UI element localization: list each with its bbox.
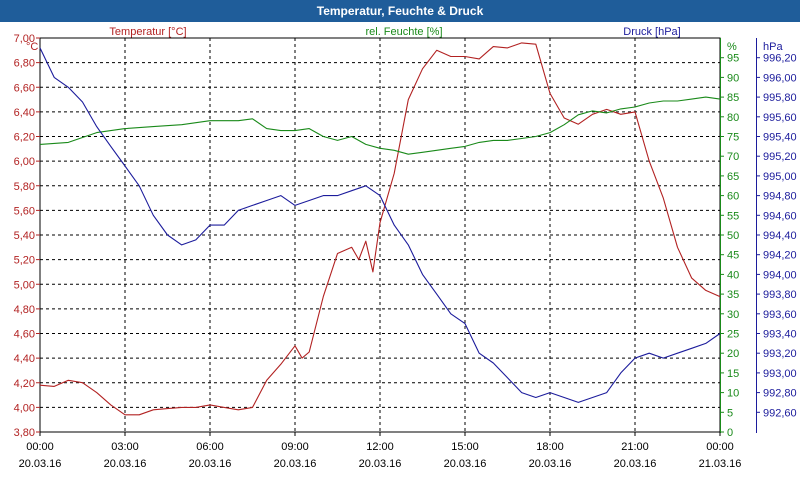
humidity-tick-label: 30	[727, 309, 739, 321]
pressure-unit: hPa	[763, 41, 783, 53]
temperature-tick-label: 6,00	[14, 156, 35, 168]
x-tick-date: 20.03.16	[189, 458, 232, 470]
x-tick-time: 18:00	[536, 441, 564, 453]
humidity-tick-label: 0	[727, 427, 733, 439]
temperature-tick-label: 6,20	[14, 132, 35, 144]
humidity-tick-label: 90	[727, 72, 739, 84]
x-tick-date: 20.03.16	[359, 458, 402, 470]
pressure-tick-label: 994,60	[763, 210, 797, 222]
series-line-pressure	[39, 47, 721, 403]
humidity-tick-label: 50	[727, 230, 739, 242]
temperature-tick-label: 6,80	[14, 58, 35, 70]
temperature-tick-label: 5,20	[14, 255, 35, 267]
temperature-tick-label: 5,80	[14, 181, 35, 193]
temperature-tick-label: 7,00	[14, 33, 35, 45]
x-tick-date: 21.03.16	[699, 458, 742, 470]
pressure-tick-label: 994,00	[763, 269, 797, 281]
pressure-tick-label: 994,40	[763, 230, 797, 242]
temperature-tick-label: 4,80	[14, 304, 35, 316]
pressure-tick-label: 994,80	[763, 191, 797, 203]
humidity-unit: %	[727, 41, 737, 53]
x-tick-date: 20.03.16	[529, 458, 572, 470]
x-tick-time: 12:00	[366, 441, 394, 453]
humidity-tick-label: 75	[727, 132, 739, 144]
x-tick-date: 20.03.16	[614, 458, 657, 470]
pressure-tick-label: 995,40	[763, 132, 797, 144]
series-line-humidity	[39, 96, 721, 155]
humidity-tick-label: 60	[727, 191, 739, 203]
humidity-tick-label: 45	[727, 250, 739, 262]
x-tick-time: 21:00	[621, 441, 649, 453]
humidity-axis-label: rel. Feuchte [%]	[365, 26, 442, 38]
humidity-tick-label: 85	[727, 92, 739, 104]
x-tick-date: 20.03.16	[444, 458, 487, 470]
temperature-unit: °C	[26, 41, 38, 53]
pressure-tick-label: 996,00	[763, 72, 797, 84]
chart-title: Temperatur, Feuchte & Druck	[0, 0, 800, 22]
pressure-axis-label: Druck [hPa]	[623, 26, 680, 38]
pressure-tick-label: 992,60	[763, 407, 797, 419]
temperature-tick-label: 4,40	[14, 353, 35, 365]
x-tick-time: 06:00	[196, 441, 224, 453]
pressure-tick-label: 995,80	[763, 92, 797, 104]
humidity-tick-label: 20	[727, 348, 739, 360]
pressure-tick-label: 993,60	[763, 309, 797, 321]
pressure-tick-label: 993,80	[763, 289, 797, 301]
humidity-tick-label: 5	[727, 407, 733, 419]
pressure-tick-label: 996,20	[763, 53, 797, 65]
x-tick-time: 15:00	[451, 441, 479, 453]
temperature-tick-label: 4,20	[14, 378, 35, 390]
humidity-tick-label: 25	[727, 329, 739, 341]
temperature-tick-label: 5,00	[14, 279, 35, 291]
temperature-tick-label: 5,60	[14, 205, 35, 217]
pressure-tick-label: 995,60	[763, 112, 797, 124]
humidity-tick-label: 80	[727, 112, 739, 124]
x-tick-date: 20.03.16	[19, 458, 62, 470]
pressure-tick-label: 993,40	[763, 329, 797, 341]
temperature-tick-label: 4,60	[14, 329, 35, 341]
x-tick-date: 20.03.16	[104, 458, 147, 470]
x-tick-time: 00:00	[706, 441, 734, 453]
humidity-tick-label: 10	[727, 388, 739, 400]
humidity-tick-label: 55	[727, 210, 739, 222]
x-tick-date: 20.03.16	[274, 458, 317, 470]
pressure-tick-label: 995,20	[763, 151, 797, 163]
humidity-tick-label: 70	[727, 151, 739, 163]
pressure-tick-label: 992,80	[763, 388, 797, 400]
x-tick-time: 09:00	[281, 441, 309, 453]
pressure-tick-label: 993,20	[763, 348, 797, 360]
temperature-tick-label: 4,00	[14, 402, 35, 414]
x-tick-time: 03:00	[111, 441, 139, 453]
pressure-tick-label: 995,00	[763, 171, 797, 183]
temperature-axis-label: Temperatur [°C]	[109, 26, 186, 38]
temperature-tick-label: 6,60	[14, 82, 35, 94]
temperature-tick-label: 5,40	[14, 230, 35, 242]
humidity-tick-label: 95	[727, 53, 739, 65]
temperature-tick-label: 3,80	[14, 427, 35, 439]
humidity-tick-label: 35	[727, 289, 739, 301]
humidity-tick-label: 65	[727, 171, 739, 183]
pressure-tick-label: 993,00	[763, 368, 797, 380]
x-tick-time: 00:00	[26, 441, 54, 453]
temperature-tick-label: 6,40	[14, 107, 35, 119]
pressure-tick-label: 994,20	[763, 250, 797, 262]
humidity-tick-label: 40	[727, 269, 739, 281]
humidity-tick-label: 15	[727, 368, 739, 380]
